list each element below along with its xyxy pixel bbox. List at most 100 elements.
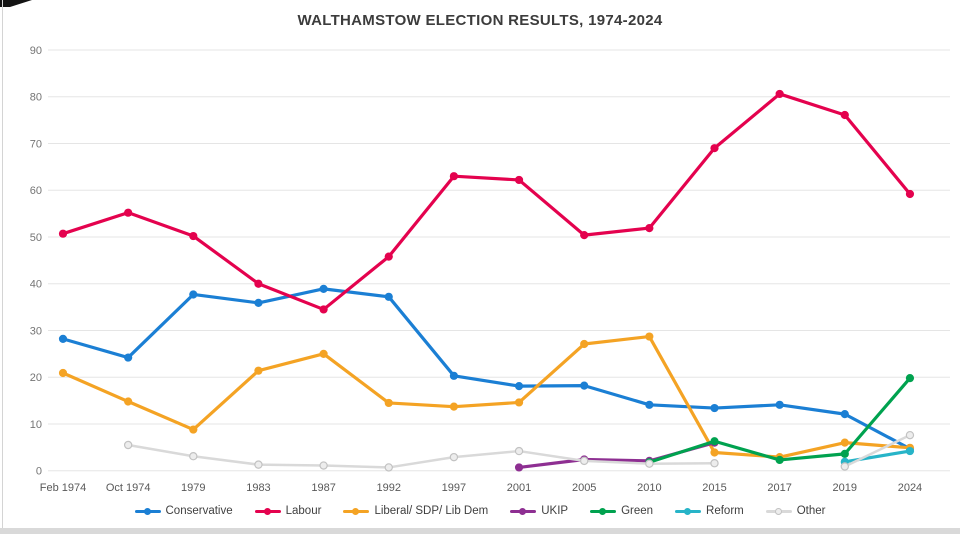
legend-marker-green xyxy=(590,507,617,515)
svg-text:2005: 2005 xyxy=(572,482,596,494)
svg-text:2015: 2015 xyxy=(702,482,726,494)
data-point-liberal-sdp-lib-dem-1992 xyxy=(384,398,393,408)
legend-label: Other xyxy=(796,505,826,517)
series-conservative xyxy=(58,284,915,453)
x-axis-labels: Feb 1974 Oct 1974 1979 1983 1987 1992 1997 2001… xyxy=(40,482,922,494)
data-point-other-2024 xyxy=(905,430,915,440)
legend-label: Reform xyxy=(706,505,744,517)
svg-text:30: 30 xyxy=(30,325,42,337)
data-point-green-2015 xyxy=(710,437,719,446)
series-liberal-sdp-lib-dem xyxy=(58,332,915,462)
data-point-other-2005 xyxy=(580,456,589,466)
legend-item-green: Green xyxy=(590,505,653,517)
chart-title: WALTHAMSTOW ELECTION RESULTS, 1974-2024 xyxy=(297,12,663,29)
data-point-ukip-2001 xyxy=(514,463,524,472)
data-point-other-1987 xyxy=(319,461,328,470)
legend-marker-conservative xyxy=(134,507,161,515)
svg-text:2010: 2010 xyxy=(637,482,661,494)
svg-text:2017: 2017 xyxy=(767,482,791,494)
svg-text:1997: 1997 xyxy=(442,482,466,494)
data-point-conservative-2010 xyxy=(645,400,654,409)
data-point-labour-2015 xyxy=(710,144,719,153)
data-point-labour-2001 xyxy=(514,175,524,185)
data-point-other-2010 xyxy=(645,459,654,468)
data-point-liberal-sdp-lib-dem-feb-1974 xyxy=(58,368,68,378)
svg-text:50: 50 xyxy=(30,232,42,244)
legend-label: UKIP xyxy=(541,505,569,517)
legend: Conservative Labour Liberal/ SDP/ Lib Dem U… xyxy=(0,505,960,517)
legend-marker-labour xyxy=(254,507,281,515)
data-point-other-oct-1974 xyxy=(123,440,133,450)
svg-text:10: 10 xyxy=(30,419,42,431)
data-point-green-2019 xyxy=(840,449,849,458)
data-point-labour-feb-1974 xyxy=(58,229,68,238)
legend-item-reform: Reform xyxy=(675,505,744,517)
data-point-labour-1997 xyxy=(449,172,458,181)
bottom-band xyxy=(0,528,960,534)
data-point-labour-1987 xyxy=(319,305,328,314)
data-point-conservative-1987 xyxy=(319,284,328,293)
legend-item-ukip: UKIP xyxy=(510,505,568,517)
data-point-other-2019 xyxy=(840,462,850,471)
data-point-liberal-sdp-lib-dem-2010 xyxy=(645,332,654,341)
data-point-other-2001 xyxy=(514,446,524,456)
data-point-liberal-sdp-lib-dem-1983 xyxy=(254,366,263,375)
data-point-conservative-2019 xyxy=(840,410,849,419)
svg-text:1979: 1979 xyxy=(181,482,205,494)
legend-label: Liberal/ SDP/ Lib Dem xyxy=(374,505,489,517)
data-point-labour-2024 xyxy=(905,189,915,199)
data-point-labour-oct-1974 xyxy=(124,208,133,217)
data-point-liberal-sdp-lib-dem-2005 xyxy=(580,339,589,349)
legend-marker-liberal-sdp-lib-dem xyxy=(343,507,370,515)
svg-text:40: 40 xyxy=(30,279,42,291)
data-point-liberal-sdp-lib-dem-1997 xyxy=(449,402,458,411)
legend-item-liberal-sdp-lib-dem: Liberal/ SDP/ Lib Dem xyxy=(343,505,488,517)
svg-text:2001: 2001 xyxy=(507,482,531,494)
data-point-labour-1992 xyxy=(384,252,393,261)
data-point-conservative-2015 xyxy=(710,403,719,413)
data-point-other-2015 xyxy=(710,459,719,468)
data-point-conservative-1997 xyxy=(449,371,458,380)
data-point-conservative-1979 xyxy=(189,290,198,299)
data-point-liberal-sdp-lib-dem-oct-1974 xyxy=(124,397,133,406)
svg-text:1987: 1987 xyxy=(311,482,335,494)
svg-text:2024: 2024 xyxy=(898,482,922,494)
legend-label: Green xyxy=(621,505,654,517)
data-point-conservative-feb-1974 xyxy=(58,334,68,343)
data-point-liberal-sdp-lib-dem-1987 xyxy=(319,349,328,358)
svg-text:60: 60 xyxy=(30,185,42,197)
data-point-labour-2017 xyxy=(775,89,784,99)
svg-text:70: 70 xyxy=(30,138,42,150)
data-point-other-1979 xyxy=(189,452,198,461)
data-point-conservative-1992 xyxy=(384,292,393,301)
data-point-conservative-1983 xyxy=(254,298,263,307)
legend-marker-reform xyxy=(675,507,702,515)
legend-item-other: Other xyxy=(765,505,826,517)
svg-text:20: 20 xyxy=(30,372,42,384)
series-other xyxy=(123,430,915,472)
data-point-other-1983 xyxy=(254,460,263,469)
gridlines xyxy=(48,49,950,472)
data-point-liberal-sdp-lib-dem-2019 xyxy=(840,438,849,447)
data-point-labour-2005 xyxy=(580,231,589,240)
series-labour xyxy=(58,89,915,314)
legend-item-conservative: Conservative xyxy=(134,505,233,517)
legend-marker-other xyxy=(765,507,792,515)
legend-label: Labour xyxy=(285,505,322,517)
data-point-other-1992 xyxy=(384,463,393,472)
svg-text:1992: 1992 xyxy=(377,482,401,494)
y-axis-labels: 0 10 20 30 40 50 60 70 80 90 xyxy=(30,45,42,478)
svg-text:90: 90 xyxy=(30,45,42,57)
legend-item-labour: Labour xyxy=(254,505,322,517)
data-point-other-1997 xyxy=(449,452,459,462)
data-point-conservative-2001 xyxy=(514,381,524,391)
corner-mark xyxy=(0,0,32,7)
data-point-labour-1983 xyxy=(254,279,263,288)
data-point-liberal-sdp-lib-dem-2001 xyxy=(514,398,524,407)
svg-text:2019: 2019 xyxy=(833,482,857,494)
data-point-liberal-sdp-lib-dem-1979 xyxy=(189,425,198,434)
left-edge-line xyxy=(2,0,3,534)
data-point-conservative-2017 xyxy=(775,400,784,409)
svg-text:Oct 1974: Oct 1974 xyxy=(106,482,151,494)
